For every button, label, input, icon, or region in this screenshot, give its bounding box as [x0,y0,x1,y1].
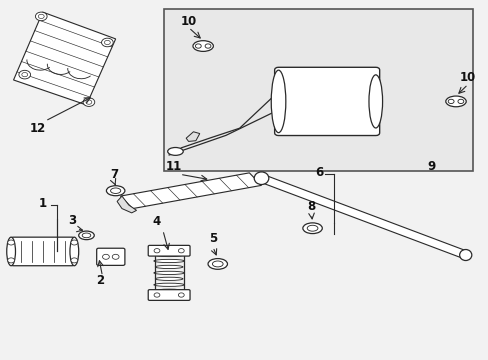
Circle shape [154,249,160,253]
FancyBboxPatch shape [274,67,379,135]
FancyBboxPatch shape [11,237,74,266]
Text: 6: 6 [315,166,324,179]
Text: 4: 4 [153,215,161,228]
Circle shape [22,72,28,77]
Ellipse shape [70,237,79,266]
Circle shape [19,70,30,79]
Ellipse shape [306,225,317,231]
Circle shape [102,254,109,259]
Text: 9: 9 [427,160,435,173]
Circle shape [8,240,15,245]
Ellipse shape [254,172,268,185]
Circle shape [86,100,92,104]
Ellipse shape [193,41,213,51]
Polygon shape [14,12,116,105]
Circle shape [102,38,113,47]
Ellipse shape [271,70,285,133]
Ellipse shape [302,223,322,234]
Ellipse shape [106,186,124,196]
Circle shape [154,293,160,297]
Ellipse shape [110,188,121,193]
Ellipse shape [368,75,382,128]
Circle shape [104,40,110,45]
Circle shape [204,44,210,48]
Bar [164,9,472,171]
FancyBboxPatch shape [148,246,190,256]
Text: 1: 1 [39,197,47,210]
Text: 12: 12 [30,122,46,135]
Circle shape [71,258,78,263]
Circle shape [71,240,78,245]
Circle shape [178,249,184,253]
Ellipse shape [212,261,223,267]
Text: 7: 7 [110,168,118,181]
Ellipse shape [154,259,184,262]
Text: 10: 10 [180,15,196,28]
Circle shape [83,98,95,107]
Circle shape [447,99,453,104]
Polygon shape [186,132,200,141]
Ellipse shape [154,283,184,287]
Polygon shape [120,173,261,208]
Text: 3: 3 [68,213,76,226]
Text: 10: 10 [459,71,475,84]
Circle shape [38,14,44,18]
Ellipse shape [207,258,227,269]
Ellipse shape [459,249,471,261]
Circle shape [178,293,184,297]
Ellipse shape [154,271,184,274]
Polygon shape [259,175,467,258]
Polygon shape [117,196,136,213]
Circle shape [112,254,119,259]
Text: 5: 5 [208,233,217,246]
Ellipse shape [155,289,183,292]
Ellipse shape [7,237,16,266]
Text: 8: 8 [307,200,315,213]
Circle shape [35,12,47,21]
Ellipse shape [155,277,183,280]
Ellipse shape [155,265,183,269]
Text: 11: 11 [165,160,182,173]
Ellipse shape [155,253,183,257]
Circle shape [8,258,15,263]
Text: 2: 2 [96,274,104,287]
Ellipse shape [445,96,465,107]
Ellipse shape [79,231,94,240]
FancyBboxPatch shape [97,248,124,265]
Ellipse shape [82,233,91,238]
Circle shape [457,99,463,104]
Ellipse shape [167,148,183,156]
FancyBboxPatch shape [148,290,190,300]
Circle shape [195,44,201,48]
